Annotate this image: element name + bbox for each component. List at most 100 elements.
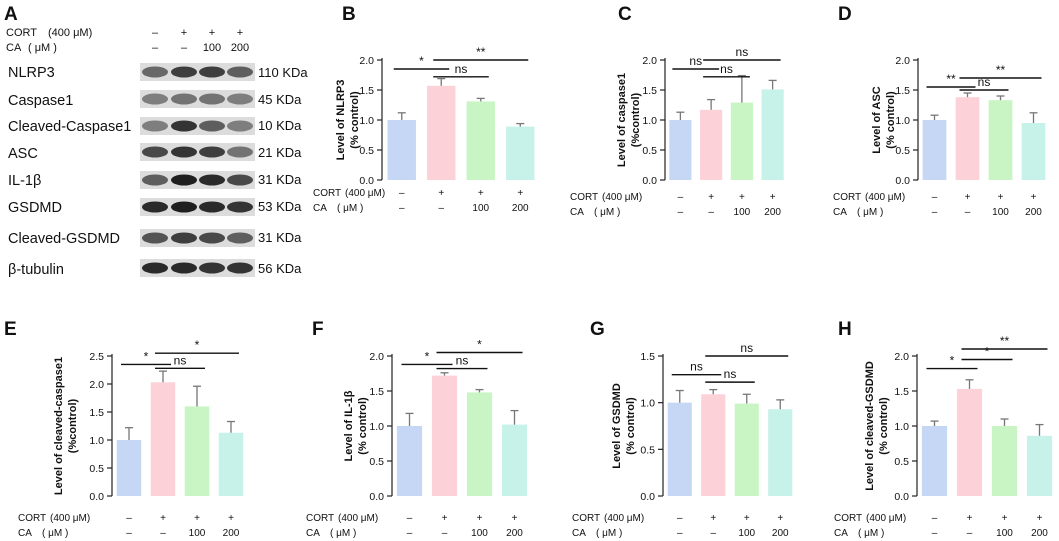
blot-row-label: Caspase1	[8, 93, 73, 109]
blot-row-label: GSDMD	[8, 200, 62, 216]
blot-band	[227, 146, 253, 158]
significance-label: *	[985, 345, 990, 359]
cort-concentration: (400 μM)	[604, 513, 644, 524]
blot-cort-label: CORT	[6, 27, 37, 39]
cort-sign: +	[708, 192, 714, 203]
blot-ca-unit: ( μM )	[28, 42, 57, 54]
cort-label: CORT	[306, 513, 334, 524]
cort-sign: +	[710, 513, 716, 524]
blot-band	[199, 201, 225, 213]
ca-value: –	[932, 207, 938, 218]
panel-letter-b: B	[342, 4, 356, 25]
panel-letter-h: H	[838, 319, 852, 340]
blot-kda-label: 21 KDa	[258, 145, 302, 160]
significance-label: **	[996, 63, 1006, 77]
chart-panel-c: C 0.0 0.5 1.0 1.5 2.0 Level of caspase1 (%contr…	[570, 4, 784, 218]
ca-unit: ( μM )	[337, 203, 363, 214]
y-tick-label: 0.5	[89, 463, 104, 475]
ca-unit: ( μM )	[330, 528, 356, 539]
bar	[700, 109, 723, 180]
y-axis-title: Level of ASC	[871, 86, 883, 153]
y-tick-label: 1.0	[359, 115, 374, 127]
bar	[116, 440, 142, 496]
cort-sign: –	[126, 513, 132, 524]
bar	[1026, 435, 1053, 496]
blot-row-label: Cleaved-GSDMD	[8, 231, 120, 247]
y-tick-label: 0.5	[359, 145, 374, 157]
cort-sign: +	[739, 192, 745, 203]
ca-value: 100	[738, 528, 755, 539]
bar	[218, 432, 244, 496]
y-tick-label: 0.5	[640, 444, 655, 456]
blot-cort-sign-2: +	[181, 27, 187, 39]
y-tick-label: 0.0	[89, 491, 104, 503]
blot-cort-sign-4: +	[237, 27, 243, 39]
ca-value: 100	[996, 528, 1013, 539]
bar	[150, 382, 176, 496]
blot-kda-label: 31 KDa	[258, 230, 302, 245]
panel-letter-g: G	[590, 319, 605, 340]
ca-label: CA	[306, 528, 320, 539]
blot-strip-background	[140, 117, 255, 135]
y-tick-label: 1.5	[895, 85, 910, 97]
chart-panel-h: H 0.0 0.5 1.0 1.5 2.0 Level of cleaved-GSDMD (%…	[834, 319, 1053, 539]
y-tick-label: 0.5	[642, 145, 657, 157]
blot-ca-label: CA	[6, 42, 22, 54]
blot-ca-value-4: 200	[231, 42, 249, 54]
y-tick-label: 2.0	[895, 55, 910, 67]
cort-sign: –	[399, 188, 405, 199]
y-tick-label: 1.0	[640, 398, 655, 410]
bar	[988, 100, 1013, 180]
chart-panel-d: D 0.0 0.5 1.0 1.5 2.0 Level of ASC (% control) *…	[833, 4, 1046, 218]
cort-concentration: (400 μM)	[345, 188, 385, 199]
y-axis-subtitle: (% control)	[885, 91, 897, 149]
y-axis-title: Level of caspase1	[616, 73, 628, 167]
significance-label: **	[1000, 334, 1010, 348]
blot-strip-background	[140, 90, 255, 108]
y-tick-label: 1.5	[359, 85, 374, 97]
blot-band	[199, 93, 225, 105]
blot-band	[199, 66, 225, 78]
ca-label: CA	[313, 203, 327, 214]
cort-sign: +	[477, 513, 483, 524]
blot-ca-value-2: –	[181, 42, 188, 54]
blot-band	[227, 66, 253, 78]
blot-band	[227, 201, 253, 213]
ca-value: –	[407, 528, 413, 539]
cort-sign: +	[965, 192, 971, 203]
significance-label: ns	[689, 54, 702, 68]
y-axis-title: Level of cleaved-caspase1	[53, 357, 65, 495]
ca-value: 200	[506, 528, 523, 539]
bar	[501, 424, 528, 496]
y-tick-label: 2.0	[89, 379, 104, 391]
y-axis-subtitle: (% control)	[878, 397, 890, 455]
blot-band	[171, 66, 197, 78]
cort-label: CORT	[572, 513, 600, 524]
panel-letter-e: E	[4, 319, 17, 340]
y-tick-label: 1.0	[894, 421, 909, 433]
significance-label: ns	[455, 62, 468, 76]
ca-unit: ( μM )	[42, 528, 68, 539]
y-axis-subtitle: (%control)	[630, 92, 642, 147]
ca-value: 100	[992, 207, 1009, 218]
cort-label: CORT	[18, 513, 46, 524]
y-tick-label: 2.0	[642, 55, 657, 67]
blot-cort-sign-1: –	[152, 27, 159, 39]
blot-kda-label: 53 KDa	[258, 199, 302, 214]
panel-letter-a: A	[4, 4, 18, 25]
cort-sign: +	[194, 513, 200, 524]
blot-band	[199, 232, 225, 244]
bar	[427, 85, 456, 180]
ca-value: 200	[512, 203, 529, 214]
blot-band	[142, 66, 168, 78]
ca-value: 200	[1031, 528, 1048, 539]
y-tick-label: 1.5	[369, 386, 384, 398]
y-tick-label: 2.5	[89, 351, 104, 363]
y-tick-label: 2.0	[894, 351, 909, 363]
blot-band	[199, 174, 225, 186]
cort-sign: –	[677, 513, 683, 524]
panel-letter-c: C	[618, 4, 632, 25]
y-tick-label: 0.5	[895, 145, 910, 157]
blot-kda-label: 45 KDa	[258, 92, 302, 107]
